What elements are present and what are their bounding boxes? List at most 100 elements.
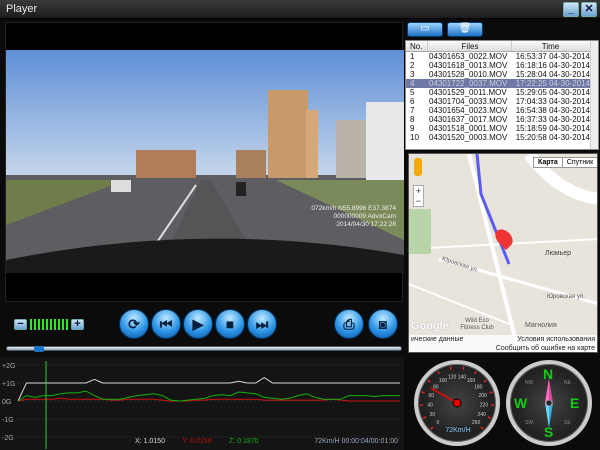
seek-thumb[interactable] bbox=[34, 346, 45, 352]
play-icon: ▶ bbox=[192, 315, 204, 332]
map-canvas[interactable] bbox=[409, 154, 598, 353]
speed-tick-label: 20 bbox=[430, 412, 436, 418]
volume-bar[interactable] bbox=[46, 318, 48, 330]
file-row[interactable]: 4 04301722_0037.MOV 17:22:25 04-30-2014 bbox=[406, 79, 598, 88]
file-no: 7 bbox=[410, 106, 415, 115]
file-time: 16:18:16 04-30-2014 bbox=[515, 61, 590, 70]
gsensor-plot[interactable]: +2G +1G 0G -1G -2G bbox=[0, 357, 404, 450]
overlay-speed-gps: 072km/h N55.8996 E37.3874 bbox=[311, 205, 396, 212]
volume-bar[interactable] bbox=[42, 318, 44, 330]
stop-button[interactable]: ■ bbox=[215, 309, 245, 339]
volume-bar[interactable] bbox=[30, 318, 32, 330]
speed-tick bbox=[427, 379, 431, 383]
print-button[interactable]: ⎙ bbox=[334, 309, 364, 339]
header-files[interactable]: Files bbox=[428, 41, 512, 51]
playback-controls: − + ⟳ ⏮ ▶ ■ ⏭ ⎙ ◙ bbox=[5, 304, 403, 346]
map-panel[interactable]: Карта Спутник + − Люмьер Юровская ул. Юр… bbox=[408, 153, 598, 353]
file-no: 9 bbox=[410, 124, 415, 133]
volume-bar[interactable] bbox=[62, 318, 64, 330]
file-row[interactable]: 8 04301637_0017.MOV 16:37:33 04-30-2014 bbox=[406, 115, 598, 124]
needle-hub bbox=[452, 398, 462, 408]
volume-up-button[interactable]: + bbox=[71, 318, 84, 330]
compass-ne: NE bbox=[564, 380, 571, 386]
speed-tick bbox=[483, 379, 487, 383]
seek-bar[interactable] bbox=[6, 346, 402, 352]
file-time: 16:54:38 04-30-2014 bbox=[515, 106, 590, 115]
header-time[interactable]: Time bbox=[512, 41, 592, 51]
speed-tick bbox=[430, 426, 434, 430]
volume-control[interactable]: − + bbox=[14, 318, 86, 330]
speed-tick-label: 160 bbox=[467, 378, 476, 384]
map-footer: ические данные Условия использования Соо… bbox=[409, 335, 597, 352]
video-panel[interactable]: 072km/h N55.8996 E37.3874 000000009 Advo… bbox=[5, 22, 404, 302]
speed-tick bbox=[473, 370, 477, 375]
open-folder-button[interactable]: ▭ bbox=[407, 22, 443, 37]
repeat-button[interactable]: ⟳ bbox=[119, 309, 149, 339]
volume-bar[interactable] bbox=[54, 318, 56, 330]
speed-tick bbox=[480, 426, 484, 430]
file-file: 04301529_0011.MOV bbox=[429, 88, 507, 97]
file-file: 04301722_0037.MOV bbox=[429, 79, 508, 88]
file-row[interactable]: 5 04301529_0011.MOV 15:29:05 04-30-2014 bbox=[406, 88, 598, 97]
zoom-in-button[interactable]: + bbox=[415, 186, 422, 196]
file-panel: ▭ 🗑 No. Files Time 1 04301653_0022.MOV 16:… bbox=[405, 20, 599, 150]
next-button[interactable]: ⏭ bbox=[247, 309, 277, 339]
z-axis-value: Z: 0.1870 bbox=[229, 438, 259, 445]
map-report-link[interactable]: Сообщить об ошибке на карте bbox=[495, 345, 595, 352]
file-file: 04301654_0023.MOV bbox=[429, 106, 508, 115]
compass-sw: SW bbox=[525, 420, 534, 426]
volume-bar[interactable] bbox=[38, 318, 40, 330]
file-row[interactable]: 9 04301518_0001.MOV 15:18:59 04-30-2014 bbox=[406, 124, 598, 133]
map-type-map[interactable]: Карта bbox=[534, 158, 563, 167]
file-file: 04301704_0033.MOV bbox=[429, 97, 508, 106]
map-terms-link[interactable]: Условия использования bbox=[517, 336, 595, 343]
file-row[interactable]: 6 04301704_0033.MOV 17:04:33 04-30-2014 bbox=[406, 97, 598, 106]
file-row[interactable]: 2 04301618_0013.MOV 16:18:16 04-30-2014 bbox=[406, 61, 598, 70]
play-button[interactable]: ▶ bbox=[183, 309, 213, 339]
file-no: 8 bbox=[410, 115, 415, 124]
speed-tick bbox=[487, 416, 492, 419]
file-list-scrollbar[interactable] bbox=[590, 41, 598, 149]
speed-tick-label: 220 bbox=[480, 403, 489, 409]
file-row[interactable]: 7 04301654_0023.MOV 16:54:38 04-30-2014 bbox=[406, 106, 598, 115]
header-no[interactable]: No. bbox=[406, 41, 428, 51]
volume-level[interactable] bbox=[30, 318, 68, 330]
delete-button[interactable]: 🗑 bbox=[447, 22, 483, 37]
speed-tick-label: 60 bbox=[428, 393, 434, 399]
x-axis-value: X: 1.0150 bbox=[135, 438, 165, 445]
speed-tick-label: 80 bbox=[433, 384, 439, 390]
y-tick-label: -1G bbox=[2, 417, 14, 424]
map-zoom-control: + − bbox=[413, 185, 424, 207]
speed-tick-label: 40 bbox=[427, 403, 433, 409]
file-row[interactable]: 1 04301653_0022.MOV 16:53:37 04-30-2014 bbox=[406, 52, 598, 61]
previous-button[interactable]: ⏮ bbox=[151, 309, 181, 339]
snapshot-button[interactable]: ◙ bbox=[368, 309, 398, 339]
video-frame bbox=[6, 50, 404, 273]
volume-bar[interactable] bbox=[66, 318, 68, 330]
street-view-icon[interactable] bbox=[414, 158, 422, 176]
volume-bar[interactable] bbox=[58, 318, 60, 330]
file-time: 15:18:59 04-30-2014 bbox=[515, 124, 590, 133]
file-time: 16:53:37 04-30-2014 bbox=[515, 52, 590, 61]
close-button[interactable]: ✕ bbox=[581, 2, 597, 17]
google-logo[interactable]: Google bbox=[411, 320, 449, 332]
file-file: 04301653_0022.MOV bbox=[429, 52, 508, 61]
file-file: 04301618_0013.MOV bbox=[429, 61, 508, 70]
volume-bar[interactable] bbox=[34, 318, 36, 330]
y-tick-label: +1G bbox=[2, 381, 15, 388]
file-time: 17:22:25 04-30-2014 bbox=[515, 79, 590, 88]
map-data-link[interactable]: ические данные bbox=[411, 336, 464, 343]
speed-time-status: 72Km/H 00:00:04/00:01:00 bbox=[314, 438, 398, 445]
zoom-out-button[interactable]: − bbox=[415, 196, 422, 206]
file-time: 16:37:33 04-30-2014 bbox=[515, 115, 590, 124]
speed-tick bbox=[437, 370, 441, 375]
file-row[interactable]: 10 04301520_0003.MOV 15:20:58 04-30-2014 bbox=[406, 133, 598, 142]
volume-bar[interactable] bbox=[50, 318, 52, 330]
volume-down-button[interactable]: − bbox=[14, 318, 27, 330]
file-list: No. Files Time 1 04301653_0022.MOV 16:53:3… bbox=[405, 40, 599, 150]
speed-tick-label: 100 bbox=[439, 378, 448, 384]
file-row[interactable]: 3 04301528_0010.MOV 15:28:04 04-30-2014 bbox=[406, 70, 598, 79]
minimize-button[interactable]: _ bbox=[563, 2, 579, 17]
compass-se: SE bbox=[564, 420, 571, 426]
map-type-satellite[interactable]: Спутник bbox=[566, 159, 594, 166]
